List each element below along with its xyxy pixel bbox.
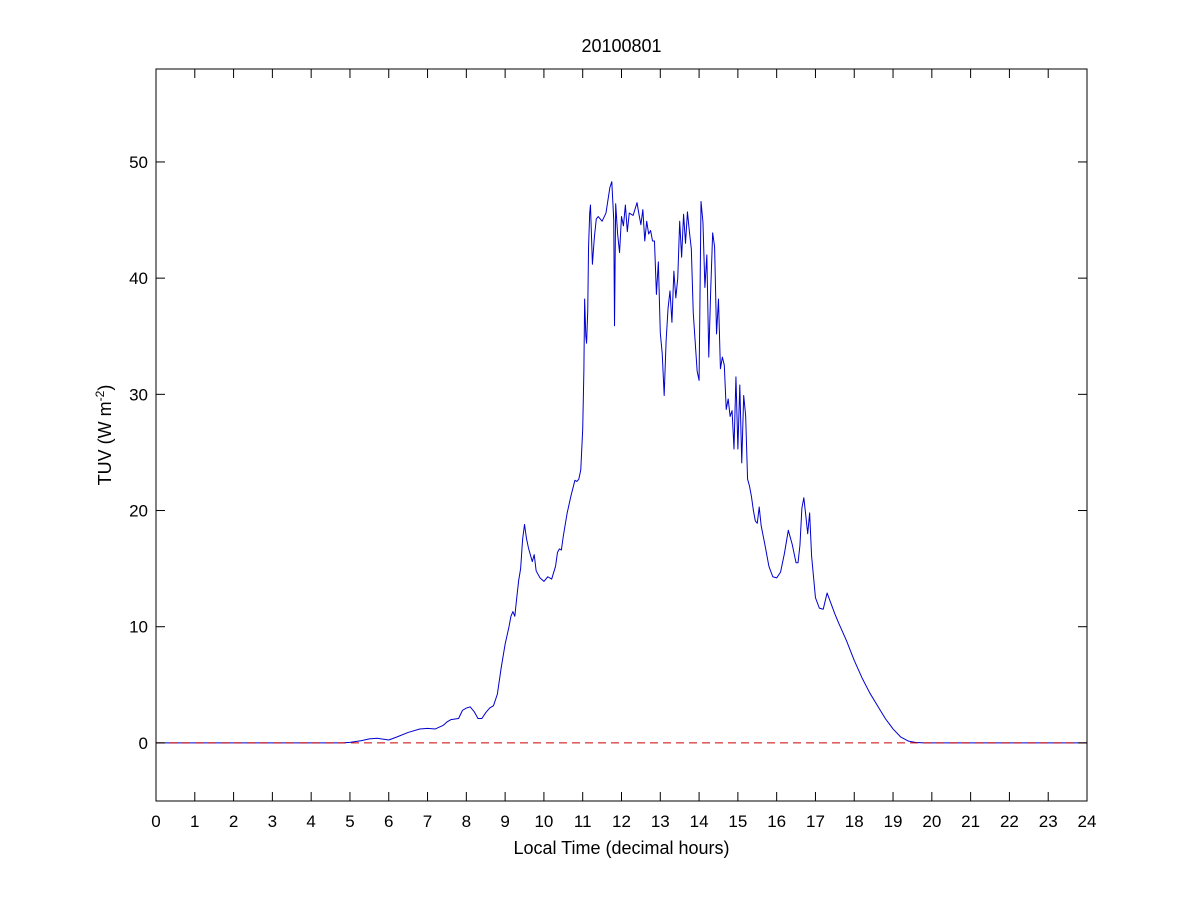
y-tick-label: 10 bbox=[129, 618, 148, 637]
tuv-series-line bbox=[156, 181, 1087, 744]
x-tick-label: 3 bbox=[268, 812, 277, 831]
x-tick-label: 17 bbox=[806, 812, 825, 831]
x-tick-label: 12 bbox=[612, 812, 631, 831]
y-tick-label: 40 bbox=[129, 269, 148, 288]
x-tick-label: 13 bbox=[651, 812, 670, 831]
x-tick-label: 18 bbox=[845, 812, 864, 831]
tick-layer: 0 1 2 3 4 5 6 7 8 9 10 11 12 13 14 15 16 17 18 19 20 21 22 23 24… bbox=[129, 69, 1096, 831]
x-tick-label: 21 bbox=[961, 812, 980, 831]
y-tick-label: 20 bbox=[129, 502, 148, 521]
plot-background bbox=[156, 69, 1087, 801]
x-tick-label: 23 bbox=[1039, 812, 1058, 831]
x-tick-label: 5 bbox=[345, 812, 354, 831]
x-tick-label: 9 bbox=[500, 812, 509, 831]
x-tick-label: 1 bbox=[190, 812, 199, 831]
x-tick-label: 19 bbox=[884, 812, 903, 831]
y-axis-label: TUV (W m-2) bbox=[93, 385, 115, 486]
y-tick-label: 0 bbox=[139, 734, 148, 753]
x-tick-label: 15 bbox=[728, 812, 747, 831]
x-tick-label: 16 bbox=[767, 812, 786, 831]
x-tick-label: 10 bbox=[534, 812, 553, 831]
y-axis-label-superscript: -2 bbox=[93, 390, 107, 401]
y-axis-label-prefix: TUV (W m bbox=[95, 401, 115, 485]
y-tick-label: 50 bbox=[129, 153, 148, 172]
x-tick-label: 0 bbox=[151, 812, 160, 831]
y-tick-label: 30 bbox=[129, 385, 148, 404]
y-axis-label-suffix: ) bbox=[95, 385, 115, 391]
x-tick-label: 8 bbox=[462, 812, 471, 831]
x-tick-label: 14 bbox=[690, 812, 709, 831]
x-tick-label: 24 bbox=[1078, 812, 1097, 831]
x-tick-label: 7 bbox=[423, 812, 432, 831]
x-tick-label: 6 bbox=[384, 812, 393, 831]
x-tick-label: 22 bbox=[1000, 812, 1019, 831]
x-axis-label: Local Time (decimal hours) bbox=[513, 838, 729, 858]
x-tick-label: 20 bbox=[922, 812, 941, 831]
x-tick-label: 4 bbox=[306, 812, 315, 831]
x-tick-label: 2 bbox=[229, 812, 238, 831]
series-layer bbox=[156, 181, 1087, 744]
plot-frame bbox=[155, 68, 1088, 802]
chart-title: 20100801 bbox=[581, 36, 661, 56]
x-tick-label: 11 bbox=[574, 812, 592, 831]
